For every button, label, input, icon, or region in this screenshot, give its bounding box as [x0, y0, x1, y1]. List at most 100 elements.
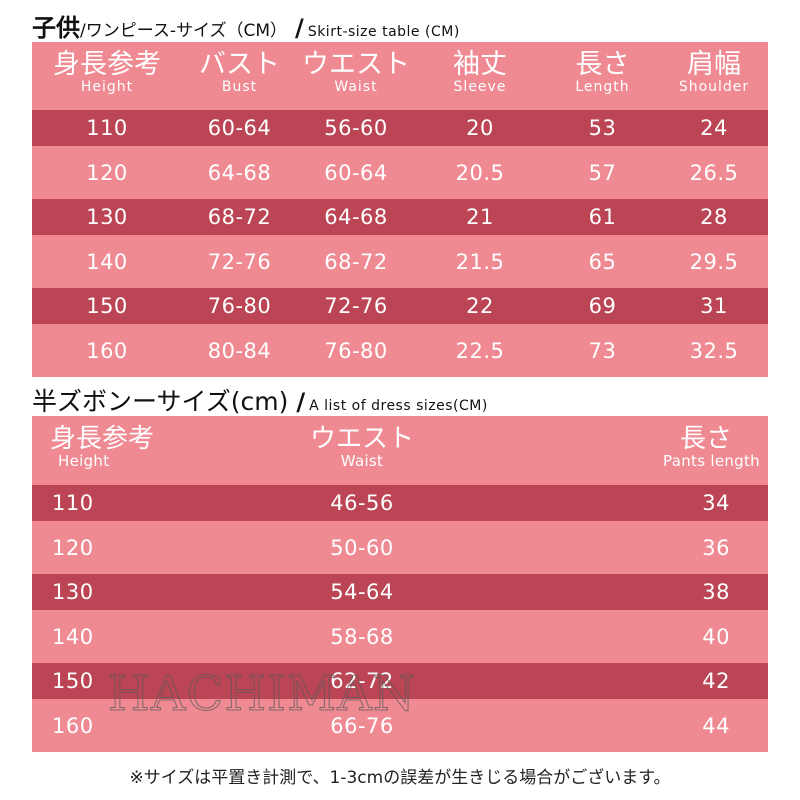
slash-divider: / — [296, 388, 306, 416]
header-jp: バスト — [199, 49, 280, 80]
cell-shoulder: 29.5 — [689, 249, 739, 274]
header-jp: 身長参考 — [53, 49, 161, 80]
cell-shoulder: 28 — [700, 205, 728, 229]
header-en: Waist — [340, 452, 384, 470]
table1-title-bold: 子供 — [32, 14, 80, 42]
cell-height: 130 — [86, 205, 128, 229]
header-jp: 長さ — [679, 424, 732, 454]
table1-title: 子供/ワンピース-サイズ（CM） / Skirt-size table (CM) — [32, 8, 460, 43]
cell-bust: 80-84 — [207, 338, 272, 363]
cell-height: 110 — [52, 491, 94, 515]
header-en: Bust — [221, 79, 258, 95]
cell-height: 150 — [52, 669, 94, 693]
header-height: 身長参考 Height — [32, 42, 182, 110]
table-row: 160 66-76 44 — [32, 699, 768, 752]
cell-bust: 72-76 — [207, 249, 272, 274]
table-row: 140 72-76 68-72 21.5 65 29.5 — [32, 235, 768, 288]
header-en: Length — [575, 79, 630, 95]
table-row: 120 50-60 36 — [32, 521, 768, 574]
cell-waist: 66-76 — [330, 713, 394, 738]
table-row: 110 46-56 34 — [32, 485, 768, 521]
cell-pants-length: 36 — [702, 535, 730, 560]
cell-sleeve: 22.5 — [455, 338, 505, 363]
cell-length: 65 — [588, 249, 617, 274]
cell-height: 150 — [86, 294, 128, 318]
cell-waist: 50-60 — [330, 535, 394, 560]
cell-length: 61 — [588, 205, 617, 229]
header-jp: 袖丈 — [453, 49, 507, 80]
cell-length: 57 — [588, 160, 617, 185]
cell-pants-length: 44 — [702, 713, 730, 738]
cell-height: 120 — [86, 160, 128, 185]
slash-divider: / — [295, 14, 304, 42]
table-row: 150 62-72 42 — [32, 663, 768, 699]
table-row: 160 80-84 76-80 22.5 73 32.5 — [32, 324, 768, 377]
cell-sleeve: 20 — [466, 116, 494, 140]
cell-waist: 58-68 — [330, 624, 394, 649]
cell-waist: 54-64 — [330, 580, 394, 604]
cell-shoulder: 26.5 — [689, 160, 739, 185]
cell-waist: 62-72 — [330, 669, 394, 693]
table2-title-en: A list of dress sizes(CM) — [309, 398, 488, 414]
cell-length: 69 — [588, 294, 617, 318]
table-row: 130 54-64 38 — [32, 574, 768, 610]
header-en: Waist — [334, 79, 378, 95]
header-pants-length: 長さ Pants length — [542, 416, 768, 485]
cell-height: 140 — [86, 249, 128, 274]
header-en: Height — [80, 79, 134, 95]
cell-bust: 68-72 — [207, 205, 272, 229]
cell-height: 120 — [52, 535, 94, 560]
cell-waist: 64-68 — [324, 205, 388, 229]
cell-pants-length: 38 — [702, 580, 730, 604]
cell-sleeve: 21.5 — [455, 249, 505, 274]
table-row: 110 60-64 56-60 20 53 24 — [32, 110, 768, 146]
cell-height: 110 — [86, 116, 128, 140]
cell-pants-length: 34 — [702, 491, 730, 515]
cell-shoulder: 32.5 — [689, 338, 739, 363]
cell-length: 53 — [588, 116, 617, 140]
header-en: Sleeve — [453, 79, 507, 95]
header-shoulder: 肩幅 Shoulder — [660, 42, 768, 110]
header-en: Height — [58, 452, 110, 470]
header-waist: ウエスト Waist — [182, 416, 542, 485]
cell-waist: 60-64 — [324, 160, 388, 185]
cell-waist: 56-60 — [324, 116, 388, 140]
header-jp: 身長参考 — [50, 424, 155, 454]
cell-waist: 68-72 — [324, 249, 388, 274]
table-row: 140 58-68 40 — [32, 610, 768, 663]
table1-title-jp: /ワンピース-サイズ（CM） — [80, 21, 288, 41]
header-en: Shoulder — [678, 79, 750, 95]
table-row: 130 68-72 64-68 21 61 28 — [32, 199, 768, 235]
cell-pants-length: 42 — [702, 669, 730, 693]
header-waist: ウエスト Waist — [297, 42, 415, 110]
table2-title: 半ズボンーサイズ(cm) / A list of dress sizes(CM) — [32, 382, 488, 418]
measurement-note: ※サイズは平置き計測で、1-3cmの誤差が生きじる場合がございます。 — [129, 768, 671, 788]
cell-sleeve: 22 — [466, 294, 494, 318]
header-jp: ウエスト — [309, 424, 414, 454]
cell-waist: 72-76 — [324, 294, 388, 318]
cell-shoulder: 24 — [700, 116, 728, 140]
cell-sleeve: 20.5 — [455, 160, 505, 185]
cell-height: 160 — [52, 713, 94, 738]
cell-shoulder: 31 — [700, 294, 728, 318]
cell-sleeve: 21 — [466, 205, 494, 229]
cell-waist: 46-56 — [330, 491, 394, 515]
header-jp: 長さ — [575, 49, 630, 80]
table2-title-jp: 半ズボンーサイズ(cm) — [32, 387, 289, 416]
header-jp: ウエスト — [302, 49, 410, 80]
cell-bust: 76-80 — [207, 294, 272, 318]
cell-bust: 60-64 — [207, 116, 272, 140]
header-jp: 肩幅 — [687, 49, 741, 80]
cell-height: 140 — [52, 624, 94, 649]
table1-title-en: Skirt-size table (CM) — [307, 24, 460, 40]
cell-height: 130 — [52, 580, 94, 604]
table-header: 身長参考 Height バスト Bust ウエスト Waist 袖丈 Sleeve 長さ… — [32, 42, 768, 110]
header-bust: バスト Bust — [182, 42, 297, 110]
header-length: 長さ Length — [545, 42, 660, 110]
header-sleeve: 袖丈 Sleeve — [415, 42, 545, 110]
table-header: 身長参考 Height ウエスト Waist 長さ Pants length — [32, 416, 768, 485]
header-en: Pants length — [663, 452, 760, 470]
cell-pants-length: 40 — [702, 624, 730, 649]
cell-waist: 76-80 — [324, 338, 388, 363]
table-row: 120 64-68 60-64 20.5 57 26.5 — [32, 146, 768, 199]
